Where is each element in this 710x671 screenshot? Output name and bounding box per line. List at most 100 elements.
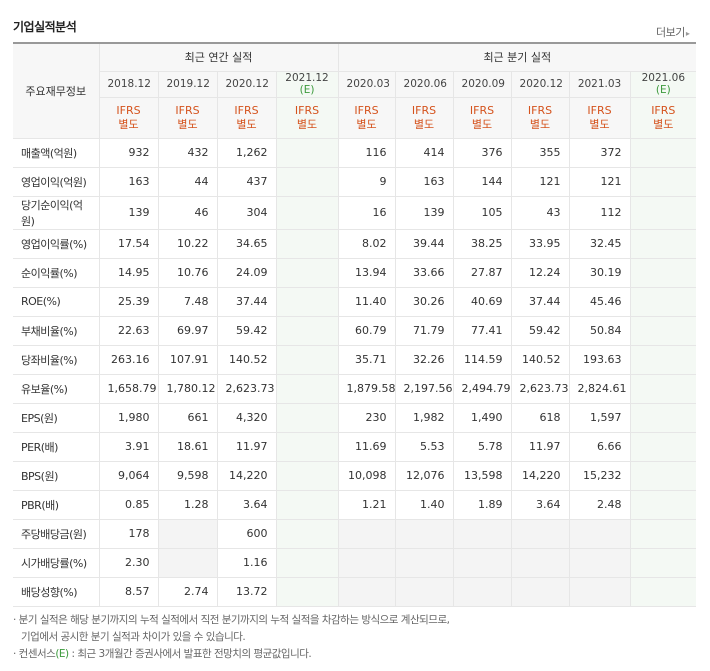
basis-label: 별도 — [413, 117, 435, 131]
annual-value: 140.52 — [216, 344, 277, 375]
quarter-value — [629, 228, 697, 259]
period-label: 2021.06 — [641, 72, 685, 84]
footnote-1: · 분기 실적은 해당 분기까지의 누적 실적에서 직전 분기까지의 누적 실적… — [13, 614, 450, 626]
annual-value — [275, 315, 339, 346]
annual-value: 11.97 — [216, 431, 277, 462]
ifrs-label: IFRS — [116, 103, 141, 117]
footnote-3: · 컨센서스(E) : 최근 3개월간 증권사에서 발표한 전망치의 평균값입니… — [13, 646, 449, 663]
quarter-value — [568, 518, 631, 549]
annual-value: 7.48 — [157, 286, 218, 317]
footnote-2: 기업에서 공시한 분기 실적과 차이가 있을 수 있습니다. — [21, 631, 246, 643]
quarter-value: 71.79 — [394, 315, 454, 346]
quarter-value: 121 — [510, 166, 570, 197]
quarter-value — [510, 547, 570, 578]
quarter-value — [629, 195, 697, 230]
annual-value: 13.72 — [216, 576, 277, 607]
quarter-value — [452, 518, 512, 549]
metric-label: 당좌비율(%) — [13, 344, 100, 375]
annual-value: 46 — [157, 195, 218, 230]
metric-label: 당기순이익(억원) — [13, 195, 100, 230]
accounting-standard: IFRS 별도 — [394, 96, 454, 139]
accounting-standard: IFRS 별도 — [568, 96, 631, 139]
basis-label: 별도 — [653, 117, 674, 131]
quarter-value: 50.84 — [568, 315, 631, 346]
annual-value: 139 — [98, 195, 159, 230]
quarter-value — [452, 576, 512, 607]
table-row: 시가배당률(%) 2.30 1.16 — [13, 547, 697, 578]
ifrs-label: IFRS — [527, 103, 553, 117]
annual-value: 17.54 — [98, 228, 159, 259]
basis-label: 별도 — [177, 117, 198, 131]
quarter-value: 60.79 — [337, 315, 396, 346]
quarter-value: 33.66 — [394, 257, 454, 288]
table-row: 배당성향(%) 8.57 2.74 13.72 — [13, 576, 697, 607]
metric-label: PBR(배) — [13, 489, 100, 520]
quarter-value: 11.97 — [510, 431, 570, 462]
quarter-value: 2,824.61 — [568, 373, 631, 404]
quarter-value — [337, 547, 396, 578]
period-quarter: 2021.03 — [568, 70, 631, 98]
quarter-value: 32.45 — [568, 228, 631, 259]
quarter-value: 12.24 — [510, 257, 570, 288]
quarter-value: 5.53 — [394, 431, 454, 462]
accounting-standard: IFRS 별도 — [275, 96, 339, 139]
metric-label: EPS(원) — [13, 402, 100, 433]
quarter-value — [510, 518, 570, 549]
metric-label: 유보율(%) — [13, 373, 100, 404]
table-row: 유보율(%) 1,658.79 1,780.12 2,623.73 1,879.58 2,… — [13, 373, 697, 404]
annual-value — [275, 373, 339, 404]
quarter-value: 6.66 — [568, 431, 631, 462]
quarter-value: 15,232 — [568, 460, 631, 491]
quarter-value — [629, 576, 697, 607]
metric-label: 영업이익(억원) — [13, 166, 100, 197]
annual-value: 437 — [216, 166, 277, 197]
quarter-value: 1.40 — [394, 489, 454, 520]
ifrs-label: IFRS — [294, 103, 320, 117]
quarter-value — [629, 138, 697, 168]
quarter-value: 11.69 — [337, 431, 396, 462]
more-link[interactable]: 더보기▸ — [656, 24, 690, 40]
footnotes: · 분기 실적은 해당 분기까지의 누적 실적에서 직전 분기까지의 누적 실적… — [13, 612, 450, 663]
annual-value — [275, 257, 339, 288]
table-row: BPS(원) 9,064 9,598 14,220 10,098 12,076 13,598… — [13, 460, 697, 491]
quarter-value — [629, 373, 697, 404]
quarter-value: 163 — [394, 166, 454, 197]
basis-label: 별도 — [236, 117, 257, 131]
table-row: PBR(배) 0.85 1.28 3.64 1.21 1.40 1.89 3.64 2.48 — [13, 489, 697, 520]
metric-label: 부채비율(%) — [13, 315, 100, 346]
annual-value — [275, 402, 339, 433]
annual-value: 22.63 — [98, 315, 159, 346]
annual-value: 2.30 — [98, 547, 159, 578]
quarter-value: 1,879.58 — [337, 373, 396, 404]
quarter-value: 2.48 — [568, 489, 631, 520]
annual-value: 2,623.73 — [216, 373, 277, 404]
quarter-value: 2,623.73 — [510, 373, 570, 404]
annual-value: 163 — [98, 166, 159, 197]
annual-value: 18.61 — [157, 431, 218, 462]
accounting-standard: IFRS 별도 — [452, 96, 512, 139]
annual-value — [275, 195, 339, 230]
accounting-standard: IFRS 별도 — [99, 96, 159, 139]
quarter-value: 144 — [452, 166, 512, 197]
quarter-value: 30.26 — [394, 286, 454, 317]
quarter-value — [629, 489, 697, 520]
quarter-value: 3.64 — [510, 489, 570, 520]
quarter-value: 1.89 — [452, 489, 512, 520]
footnote-3-prefix: · 컨센서스 — [13, 648, 56, 660]
section-title: 기업실적분석 — [13, 20, 77, 34]
quarter-value: 121 — [568, 166, 631, 197]
metric-label: 순이익률(%) — [13, 257, 100, 288]
table-row: 영업이익(억원) 163 44 437 9 163 144 121 121 — [13, 166, 697, 197]
quarter-value: 5.78 — [452, 431, 512, 462]
annual-value: 34.65 — [216, 228, 277, 259]
quarter-value — [394, 576, 454, 607]
accounting-standard: IFRS 별도 — [629, 96, 697, 139]
annual-value — [275, 547, 339, 578]
quarter-value: 1,597 — [568, 402, 631, 433]
ifrs-label: IFRS — [469, 103, 495, 117]
annual-value — [275, 344, 339, 375]
annual-value: 69.97 — [157, 315, 218, 346]
row-header: 주요재무정보 — [13, 43, 100, 139]
period-quarter: 2020.03 — [337, 70, 396, 98]
footnote-3-suffix: : 최근 3개월간 증권사에서 발표한 전망치의 평균값입니다. — [68, 648, 312, 660]
